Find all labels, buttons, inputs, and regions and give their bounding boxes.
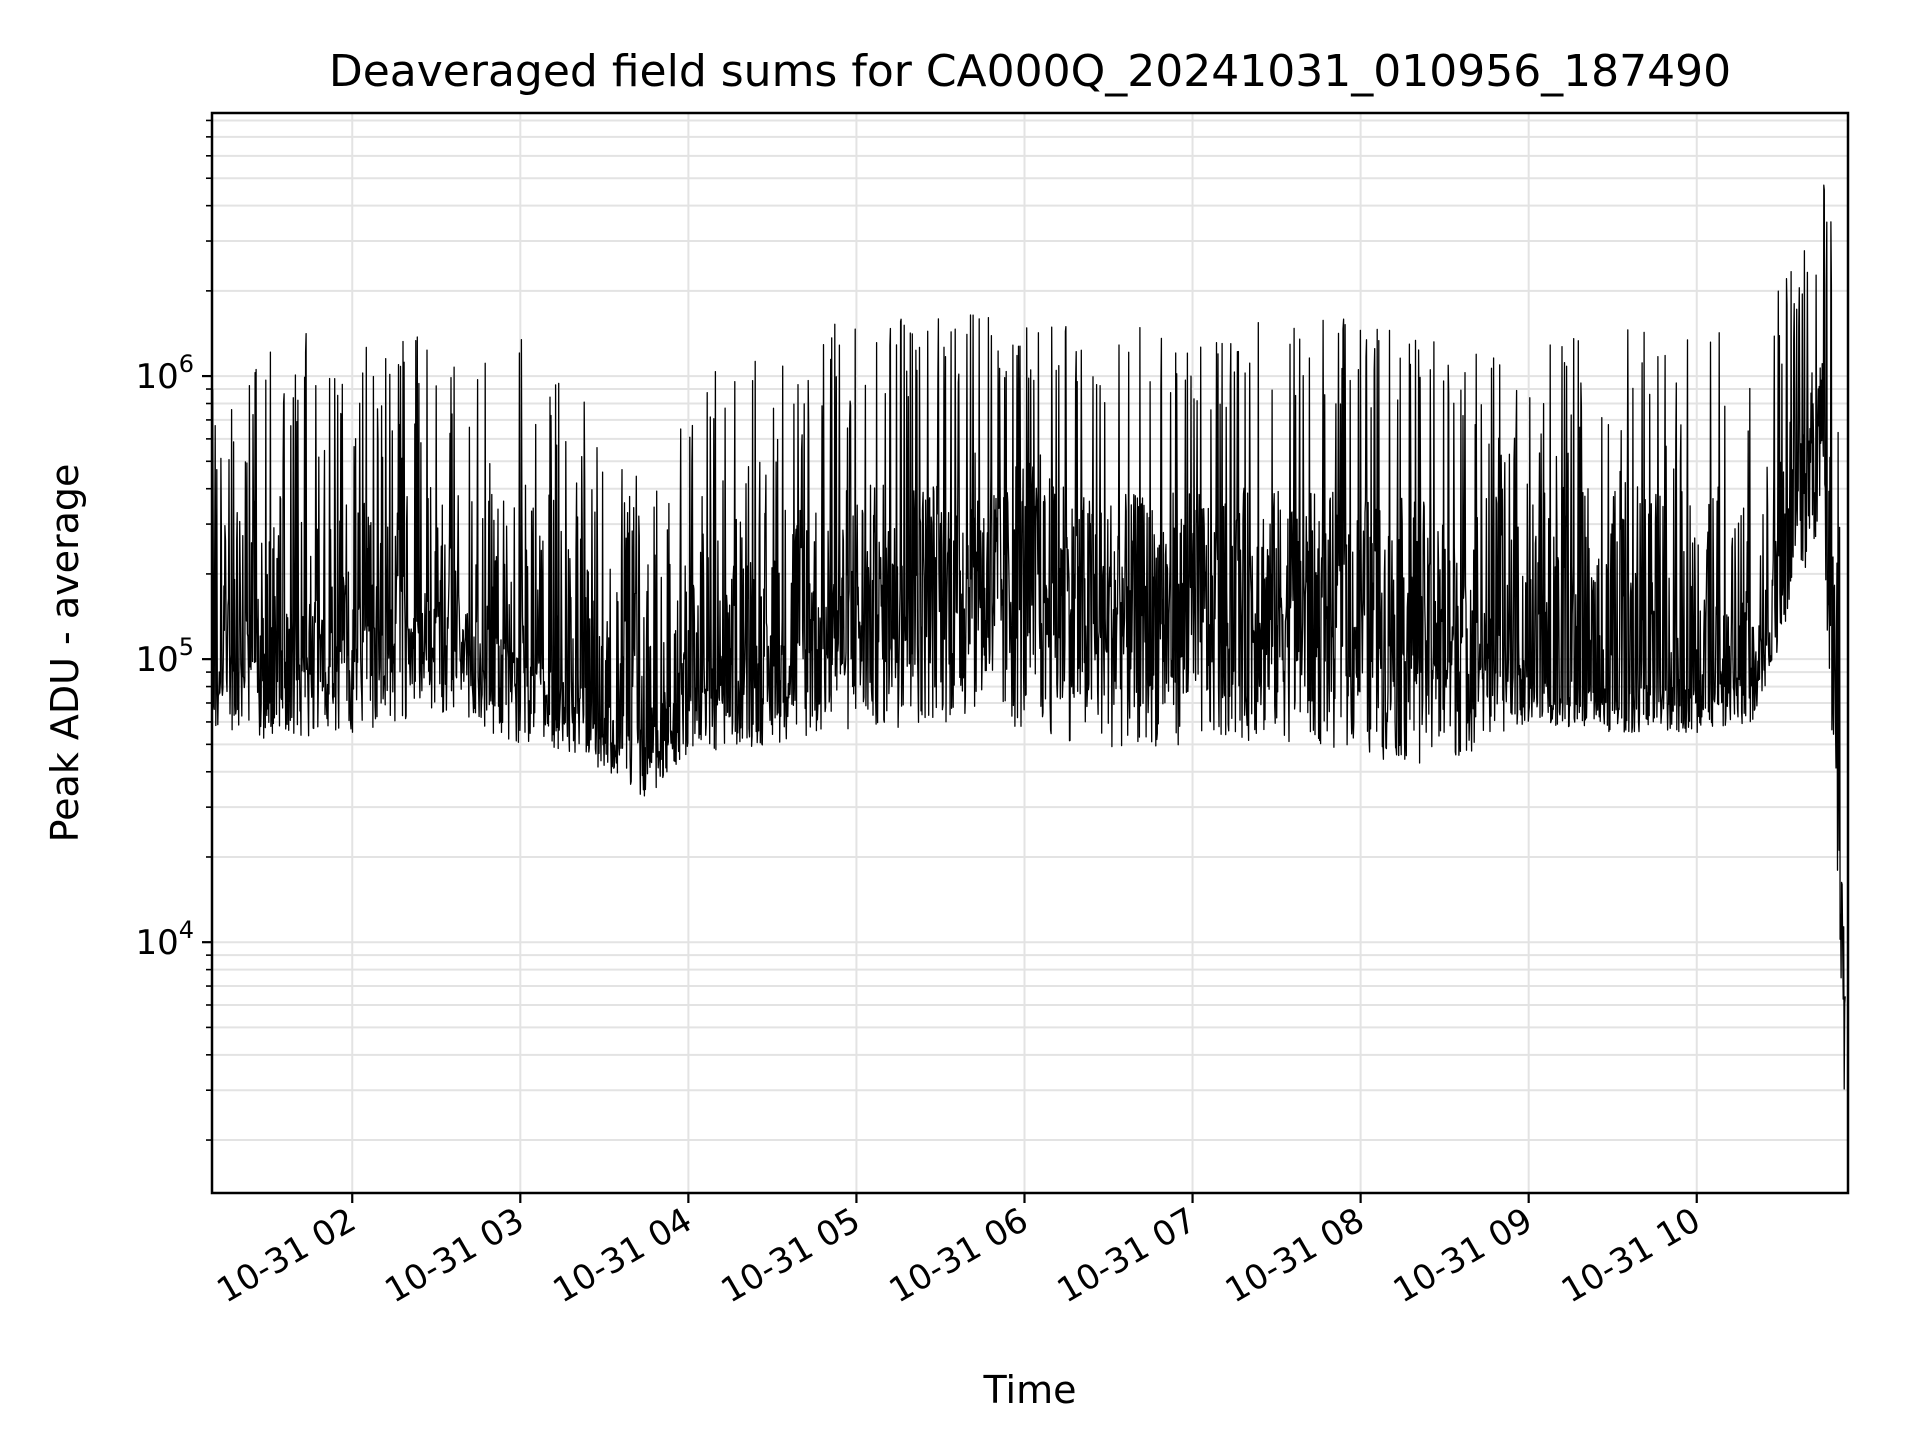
x-axis-label: Time <box>983 1368 1077 1412</box>
y-axis-label: Peak ADU - average <box>43 464 87 843</box>
series-line <box>211 184 1846 1090</box>
chart-title: Deaveraged field sums for CA000Q_2024103… <box>329 46 1731 97</box>
plot-frame <box>210 111 1850 1195</box>
y-tick-label: 105 <box>135 633 194 680</box>
y-tick-label: 104 <box>135 916 194 963</box>
y-axis: 104 105 106 <box>135 119 212 1141</box>
line-layer <box>211 184 1846 1090</box>
plot-area <box>210 111 1850 1195</box>
y-tick-label: 106 <box>135 350 194 397</box>
